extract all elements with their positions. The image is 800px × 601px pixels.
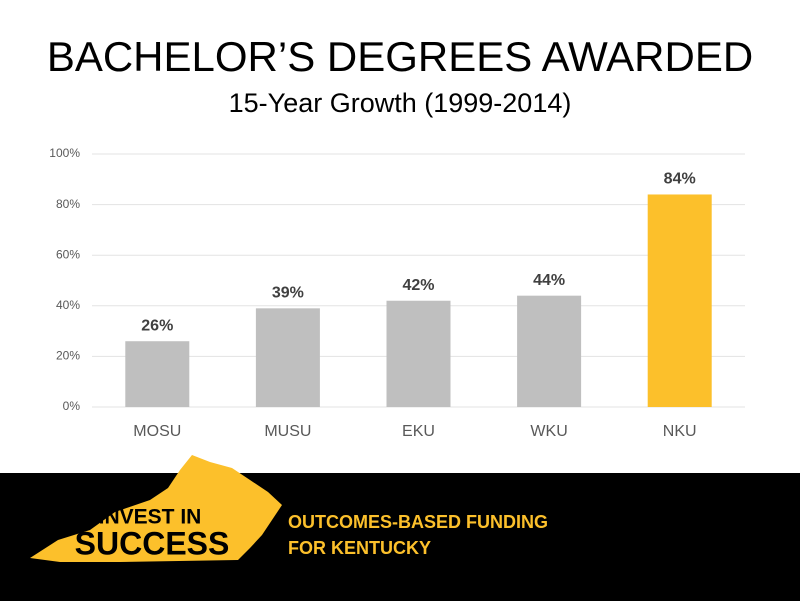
x-tick-label: WKU	[530, 423, 567, 440]
bar	[517, 295, 582, 407]
logo-text: SUCCESS	[75, 525, 230, 561]
y-tick-label: 60%	[56, 247, 80, 261]
y-tick-label: 80%	[56, 197, 80, 211]
tagline: FOR KENTUCKY	[288, 538, 431, 558]
value-label: 84%	[664, 171, 696, 188]
tagline: OUTCOMES-BASED FUNDING	[288, 512, 548, 532]
y-tick-label: 100%	[49, 146, 80, 160]
value-label: 26%	[141, 317, 173, 334]
y-tick-label: 20%	[56, 349, 80, 363]
x-tick-label: MOSU	[133, 423, 181, 440]
value-label: 42%	[402, 277, 434, 294]
x-tick-label: MUSU	[264, 423, 311, 440]
bar	[647, 194, 712, 407]
bar	[125, 341, 190, 407]
y-tick-label: 0%	[63, 399, 81, 413]
x-tick-label: NKU	[663, 423, 697, 440]
value-label: 44%	[533, 272, 565, 289]
value-label: 39%	[272, 285, 304, 302]
logo-text: INVEST IN	[99, 506, 202, 529]
chart-title: BACHELOR’S DEGREES AWARDED	[47, 33, 753, 80]
y-tick-label: 40%	[56, 298, 80, 312]
chart-subtitle: 15-Year Growth (1999-2014)	[229, 88, 572, 118]
bar	[255, 308, 320, 407]
bar	[386, 300, 451, 407]
x-tick-label: EKU	[402, 423, 435, 440]
kentucky-shape	[30, 455, 282, 562]
